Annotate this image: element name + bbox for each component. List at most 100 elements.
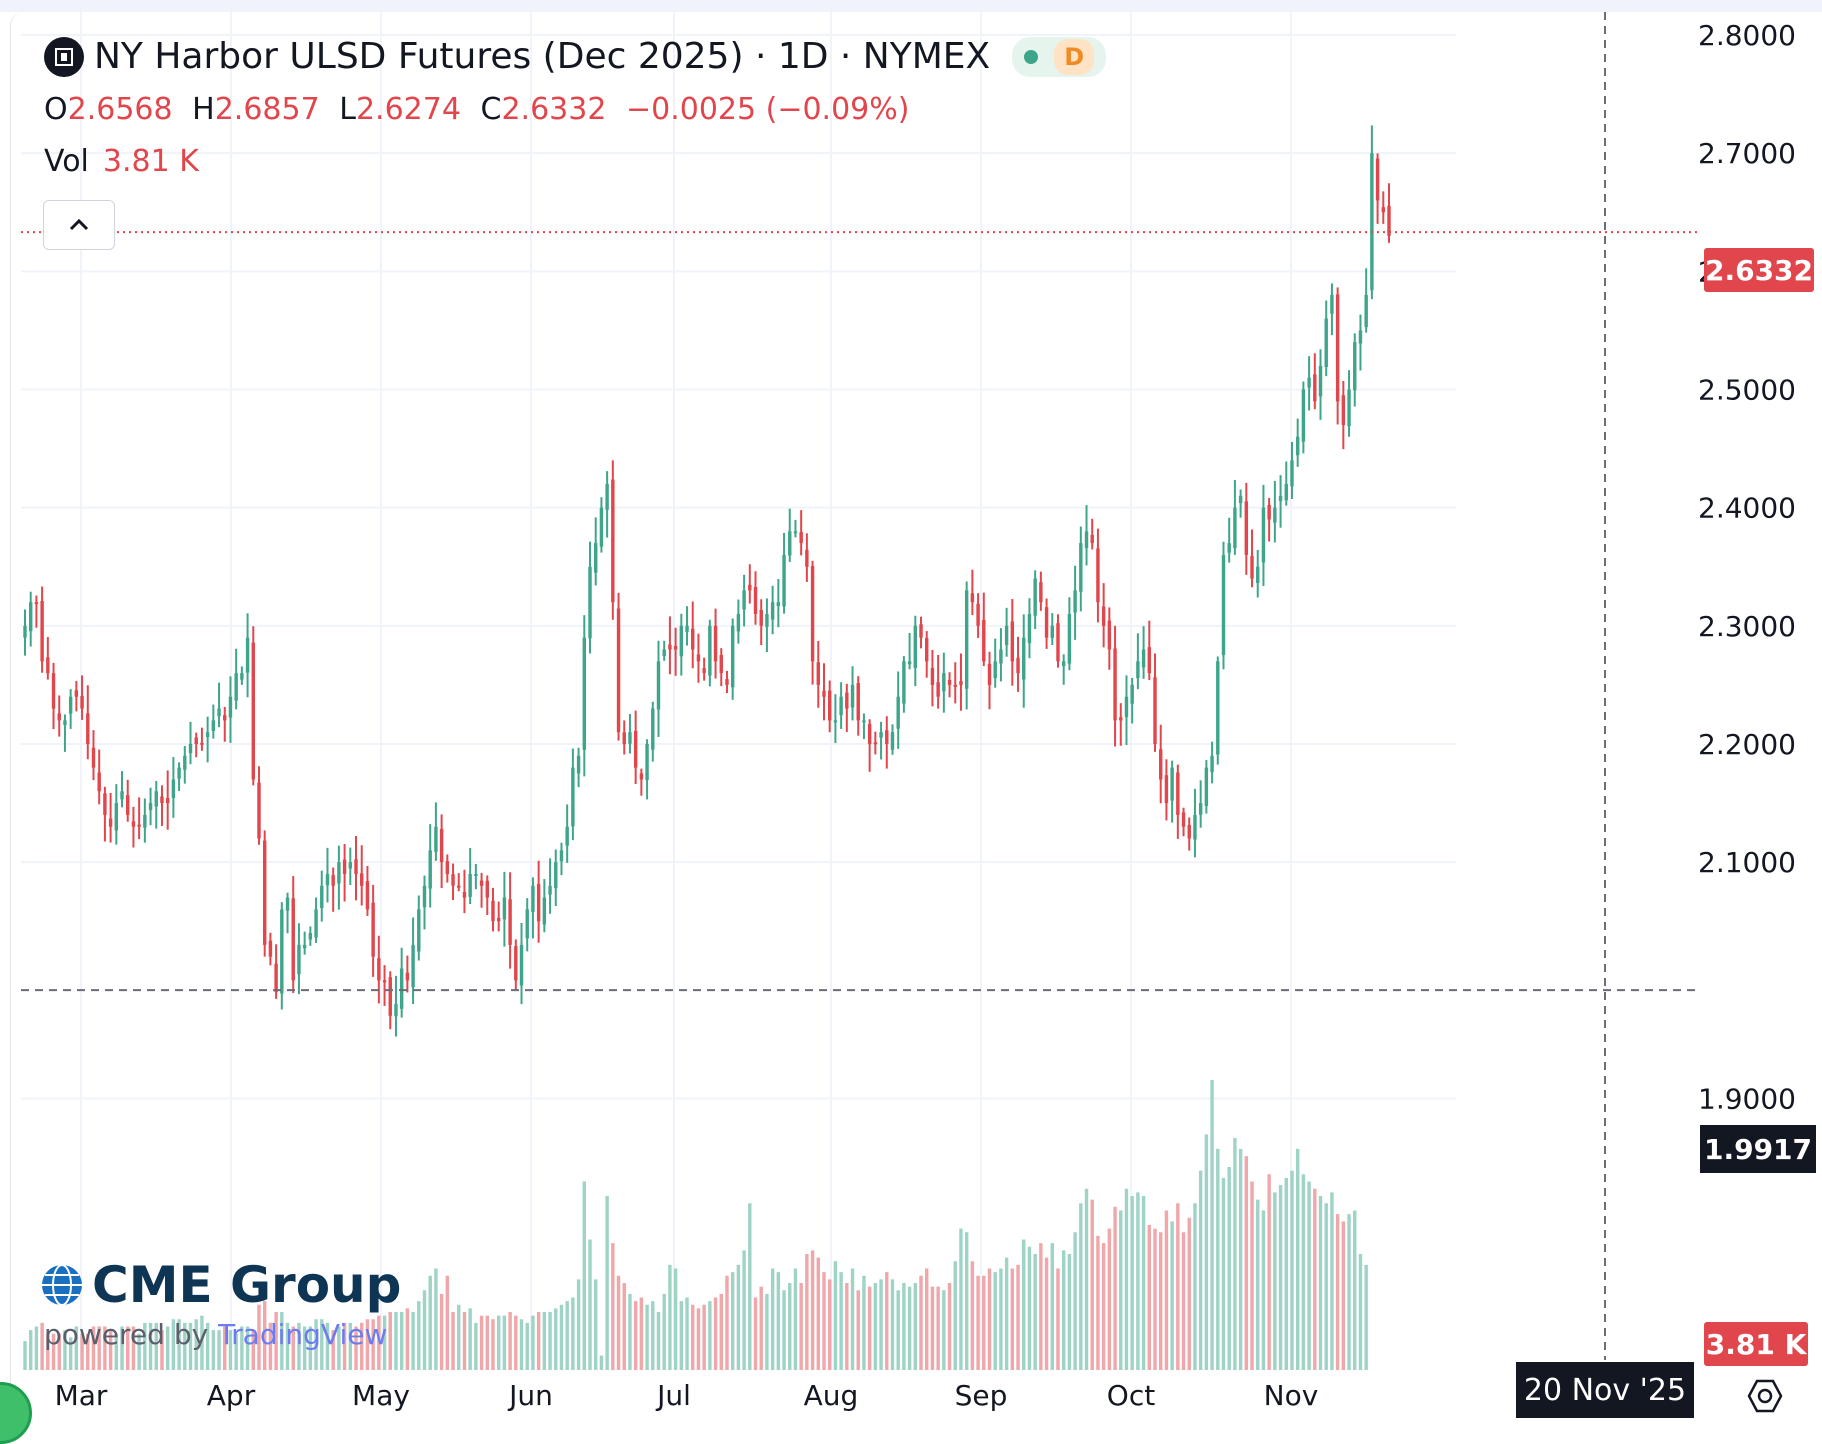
powered-by-tradingview[interactable]: powered by TradingView — [44, 1318, 387, 1351]
tradingview-text: TradingView — [218, 1318, 388, 1351]
y-tick-label: 1.9000 — [1698, 1083, 1796, 1116]
x-month-label: May — [352, 1379, 410, 1412]
candle-body — [1113, 648, 1117, 721]
candle-body — [656, 661, 661, 710]
volume-bar — [68, 1337, 73, 1370]
volume-bar — [496, 1315, 501, 1370]
volume-bar — [1187, 1217, 1191, 1370]
candle-body — [770, 602, 775, 620]
powered-by-text: powered by — [44, 1318, 209, 1351]
candle-body — [148, 803, 153, 811]
volume-bar — [616, 1275, 621, 1370]
candle-body — [776, 602, 781, 607]
candle-body — [114, 803, 119, 831]
candle-body — [571, 767, 575, 827]
volume-bar — [1022, 1239, 1026, 1370]
candle-body — [668, 644, 672, 650]
volume-bar — [137, 1333, 141, 1370]
candle-body — [805, 549, 809, 567]
candle-body — [28, 602, 33, 632]
volume-bar — [34, 1326, 39, 1370]
x-month-label: Nov — [1264, 1379, 1319, 1412]
time-axis: Mar Apr May Jun Jul Aug Sep Oct Nov — [55, 1379, 1319, 1412]
candle-body — [1335, 294, 1340, 402]
symbol-title[interactable]: NY Harbor ULSD Futures (Dec 2025) · 1D ·… — [94, 36, 991, 77]
volume-bar — [97, 1326, 101, 1370]
candle-body — [576, 755, 581, 774]
settings-icon[interactable] — [1745, 1376, 1785, 1416]
volume-bar — [217, 1330, 221, 1370]
candle-body — [51, 673, 56, 709]
high-value: 2.6857 — [214, 92, 320, 127]
candle-body — [1250, 555, 1254, 579]
candle-body — [154, 791, 158, 807]
volume-bar — [930, 1286, 935, 1370]
volume-bar — [274, 1312, 278, 1370]
candle-body — [468, 873, 472, 897]
y-tick-label: 2.1000 — [1698, 846, 1796, 879]
candle-body — [394, 1003, 398, 1017]
candle-body — [382, 980, 387, 983]
volume-bar — [251, 1330, 255, 1370]
volume-bar — [80, 1333, 84, 1370]
volume-bar — [867, 1286, 872, 1370]
volume-bar — [1044, 1257, 1049, 1370]
candle-body — [1016, 657, 1020, 674]
y-tick-label: 2.8000 — [1698, 19, 1796, 52]
volume-bar — [103, 1326, 107, 1370]
volume-bar — [28, 1330, 33, 1370]
candle-body — [1147, 647, 1152, 674]
volume-bar — [1113, 1206, 1117, 1370]
x-month-label: Sep — [955, 1379, 1008, 1412]
volume-bar — [314, 1319, 318, 1370]
volume-bar — [576, 1279, 581, 1370]
volume-bar — [40, 1322, 44, 1370]
collapse-legend-button[interactable] — [43, 200, 115, 250]
volume-bar — [1244, 1156, 1249, 1370]
candle-body — [1204, 767, 1209, 807]
market-status-pill[interactable]: D — [1012, 36, 1107, 77]
volume-bar — [165, 1326, 170, 1370]
candle-body — [930, 667, 935, 685]
chart-panel[interactable]: 2.80002.70002.60002.50002.40002.30002.20… — [10, 12, 1822, 1439]
volume-bar — [850, 1268, 855, 1370]
cme-group-logo[interactable]: CME Group — [40, 1256, 401, 1314]
candle-body — [251, 642, 255, 780]
volume-bar — [474, 1322, 478, 1370]
candle-body — [462, 892, 467, 898]
volume-bar — [993, 1272, 997, 1370]
candle-body — [730, 625, 735, 688]
candle-body — [816, 662, 821, 685]
candle-body — [1090, 534, 1094, 544]
volume-bar — [1176, 1203, 1180, 1370]
symbol-logo-icon[interactable] — [44, 36, 84, 77]
volume-bar — [942, 1290, 946, 1370]
volume-bar — [947, 1283, 952, 1370]
volume-bar — [491, 1319, 495, 1370]
chart-canvas[interactable]: 2.80002.70002.60002.50002.40002.30002.20… — [11, 12, 1822, 1439]
candle-body — [902, 661, 906, 704]
candle-body — [542, 897, 547, 925]
volume-bar — [799, 1283, 803, 1370]
volume-bar — [1284, 1177, 1288, 1370]
candle-body — [1044, 607, 1049, 638]
volume-bar — [108, 1330, 113, 1370]
candle-body — [525, 909, 529, 939]
volume-bar — [354, 1326, 358, 1370]
candle-body — [633, 730, 638, 768]
candle-body — [68, 696, 73, 714]
volume-bar — [605, 1196, 609, 1370]
volume-bar — [1164, 1210, 1169, 1370]
volume-bar — [1256, 1199, 1260, 1370]
candle-body — [177, 767, 181, 779]
change-value: −0.0025 (−0.09%) — [625, 92, 910, 127]
candle-body — [1033, 578, 1037, 616]
volume-bar — [1101, 1243, 1106, 1370]
candle-body — [491, 900, 495, 922]
open-value: 2.6568 — [67, 92, 173, 127]
volume-bar — [753, 1297, 758, 1370]
volume-bar — [862, 1275, 866, 1370]
volume-bar — [1141, 1196, 1146, 1370]
chevron-up-icon — [69, 218, 89, 231]
candle-body — [171, 779, 176, 798]
